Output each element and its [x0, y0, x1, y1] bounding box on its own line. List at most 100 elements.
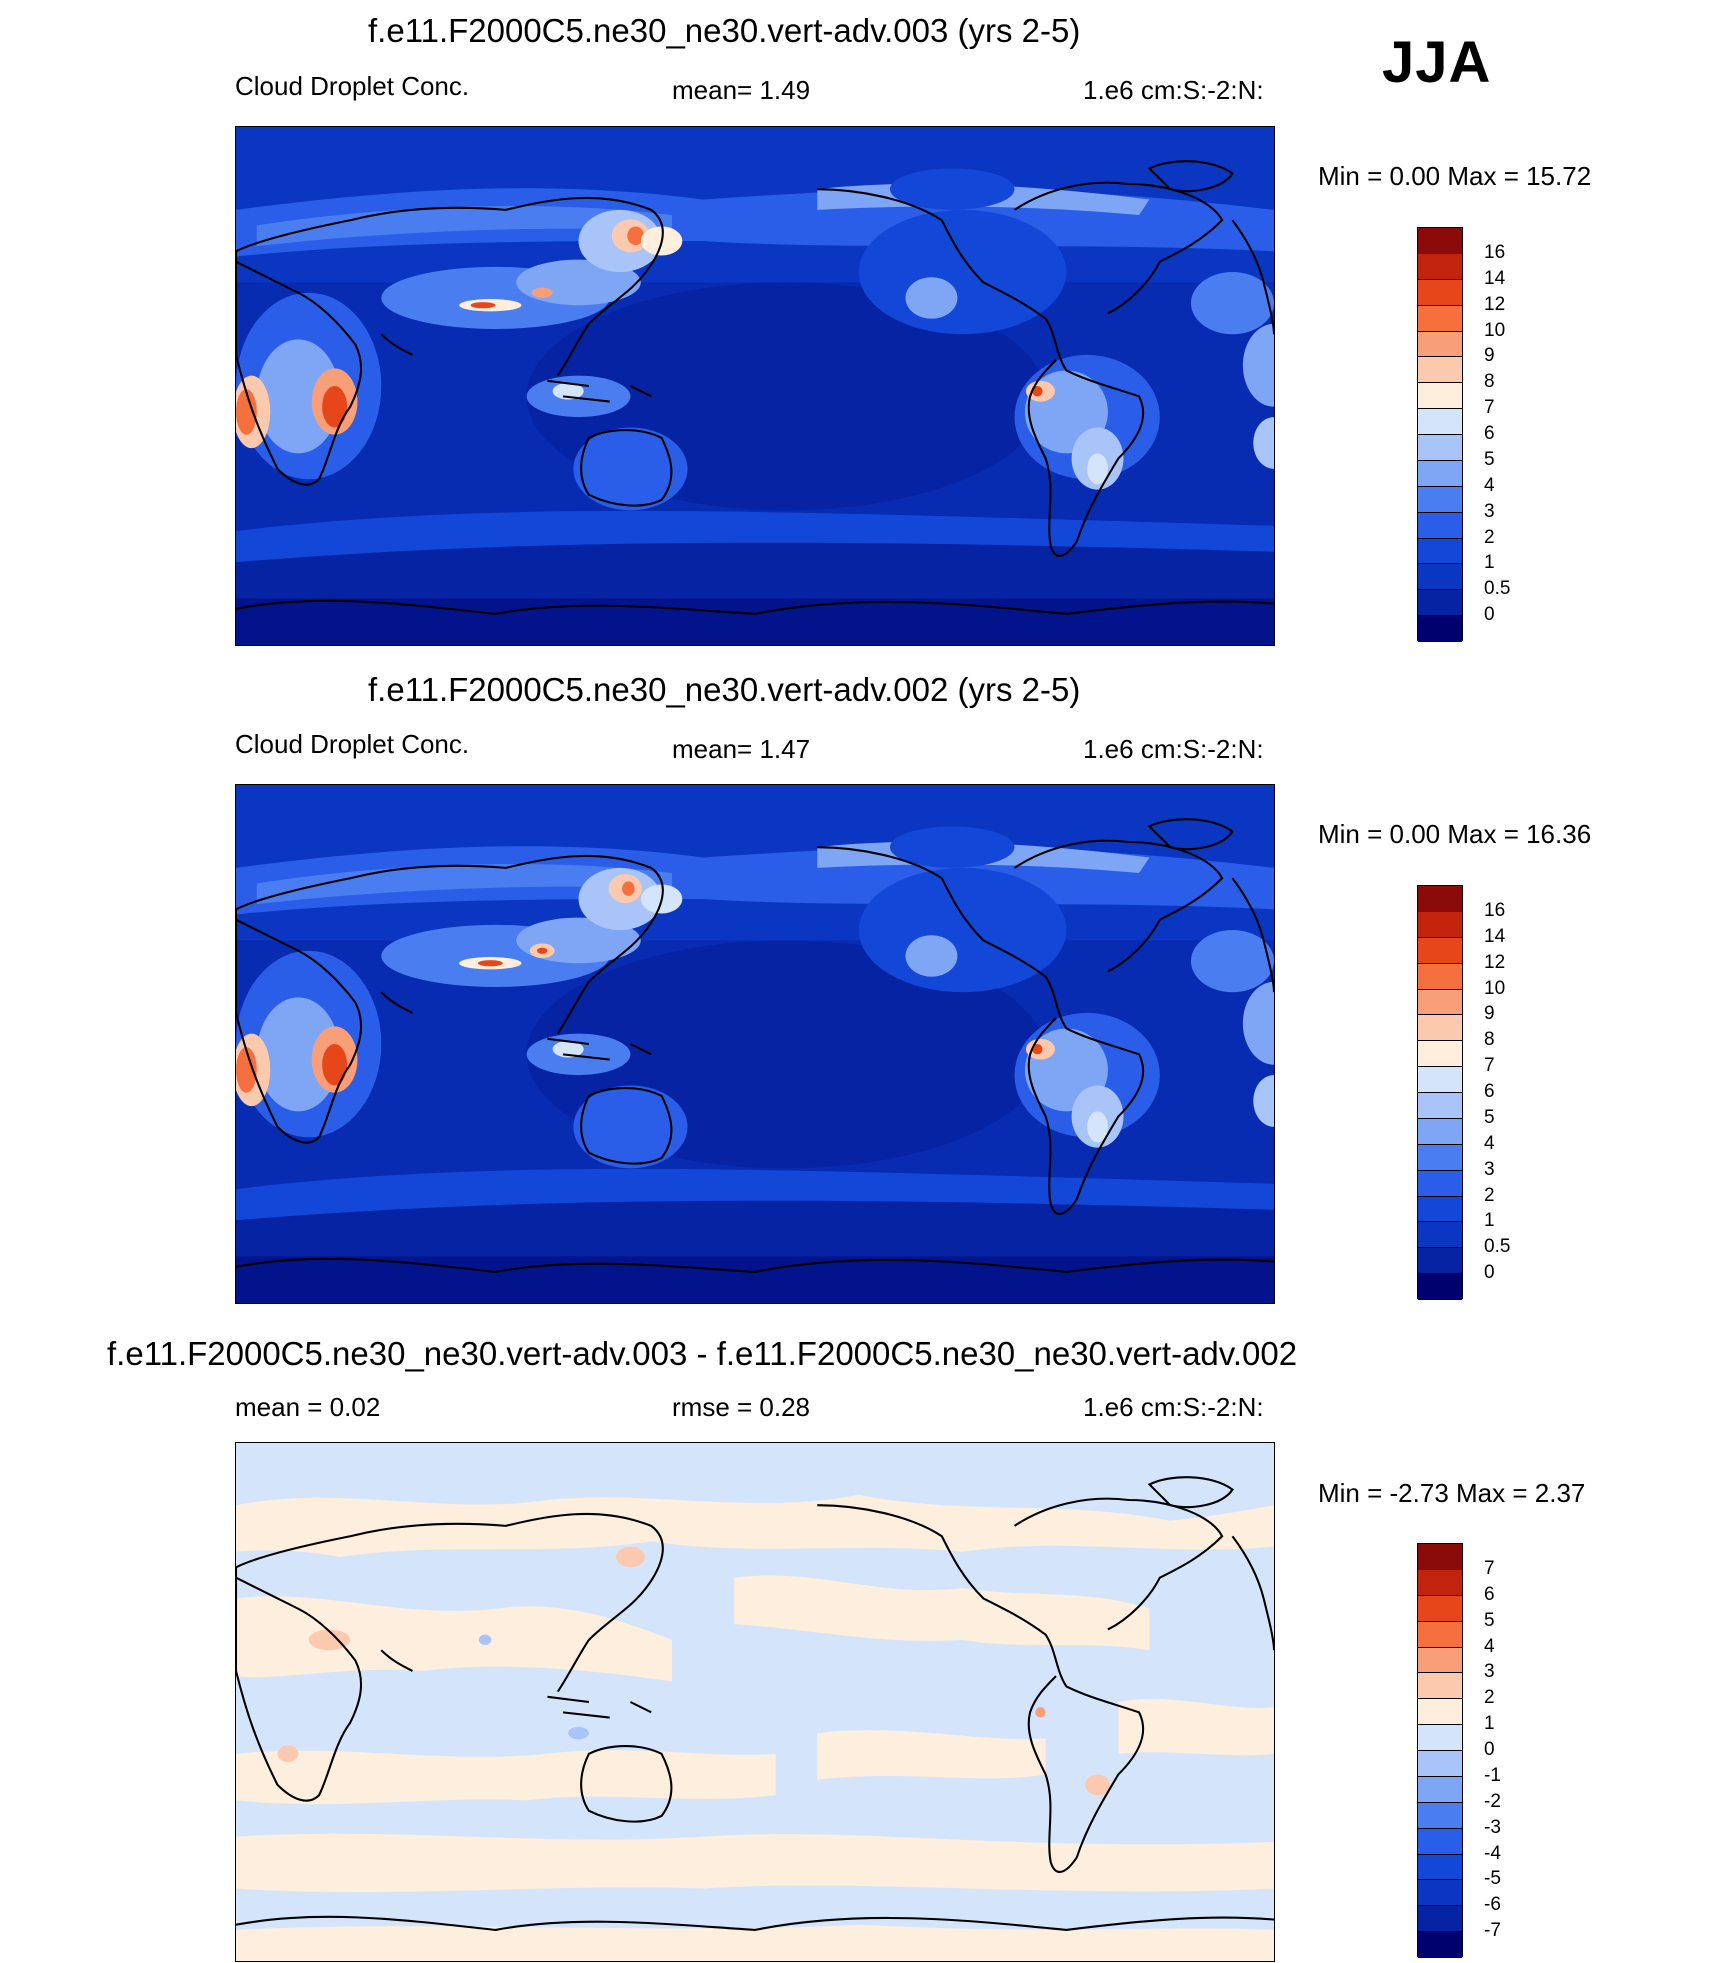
- colorbar-tick-label: 2: [1484, 526, 1495, 548]
- panel1-title: f.e11.F2000C5.ne30_ne30.vert-adv.003 (yr…: [368, 12, 1081, 49]
- colorbar-swatch: [1418, 279, 1462, 306]
- colorbar-swatch: [1418, 383, 1462, 410]
- colorbar-swatch: [1418, 1595, 1462, 1622]
- colorbar-tick-label: 1: [1484, 1713, 1495, 1735]
- colorbar-tick-label: -4: [1484, 1842, 1501, 1864]
- colorbar-tick-label: 16: [1484, 241, 1506, 263]
- colorbar-tick-label: 14: [1484, 267, 1506, 289]
- colorbar-tick-label: 9: [1484, 1003, 1495, 1025]
- colorbar-swatch: [1418, 590, 1462, 617]
- panel1-minmax-label: Min = 0.00 Max = 15.72: [1318, 161, 1592, 191]
- colorbar-tick-label: 5: [1484, 1609, 1495, 1631]
- colorbar-swatch: [1418, 1647, 1462, 1674]
- colorbar-tick-label: 4: [1484, 1635, 1495, 1657]
- colorbar-tick-label: 0: [1484, 604, 1495, 626]
- colorbar-tick-label: 5: [1484, 448, 1495, 470]
- colorbar-tick-label: 10: [1484, 319, 1506, 341]
- colorbar-tick-label: 0: [1484, 1739, 1495, 1760]
- panel2-mean-label: mean= 1.47: [672, 734, 811, 764]
- colorbar-swatch: [1418, 409, 1462, 435]
- colorbar-swatch: [1418, 460, 1462, 487]
- colorbar-tick-label: 6: [1484, 423, 1495, 444]
- colorbar-swatch: [1418, 1144, 1462, 1171]
- colorbar-tick-label: 8: [1484, 371, 1495, 393]
- colorbar-tick-label: 6: [1484, 1583, 1495, 1605]
- colorbar-tick-label: 3: [1484, 500, 1495, 522]
- colorbar-tick-label: -3: [1484, 1816, 1501, 1838]
- colorbar-swatch: [1418, 911, 1462, 938]
- colorbar-tick-label: 1: [1484, 1210, 1495, 1232]
- panel2-map: [235, 784, 1275, 1304]
- panel3-map: [235, 1442, 1275, 1962]
- colorbar-tick-label: 3: [1484, 1661, 1495, 1683]
- colorbar-swatch: [1418, 538, 1462, 565]
- panel1-variable-label: Cloud Droplet Conc.: [235, 71, 470, 101]
- colorbar-swatch: [1418, 564, 1462, 591]
- colorbar-swatch: [1418, 1067, 1462, 1093]
- panel1-mean-label: mean= 1.49: [672, 75, 811, 105]
- panel2-variable-label: Cloud Droplet Conc.: [235, 729, 470, 759]
- colorbar-swatch: [1418, 1932, 1462, 1958]
- colorbar-tick-label: 2: [1484, 1184, 1495, 1206]
- colorbar-swatch: [1418, 886, 1462, 912]
- colorbar-swatch: [1418, 1569, 1462, 1596]
- colorbar-swatch: [1418, 305, 1462, 332]
- colorbar-swatch: [1418, 253, 1462, 280]
- colorbar-tick-label: 12: [1484, 293, 1506, 315]
- colorbar-tick-label: 8: [1484, 1029, 1495, 1051]
- colorbar-swatch: [1418, 357, 1462, 384]
- colorbar-swatch: [1418, 1673, 1462, 1700]
- colorbar-tick-label: 7: [1484, 1557, 1495, 1579]
- colorbar-tick-label: 10: [1484, 977, 1506, 999]
- colorbar-swatch: [1418, 1015, 1462, 1042]
- colorbar-tick-label: -1: [1484, 1764, 1501, 1786]
- colorbar-tick-label: 4: [1484, 1132, 1495, 1154]
- colorbar-swatch: [1418, 1880, 1462, 1907]
- panel2-title: f.e11.F2000C5.ne30_ne30.vert-adv.002 (yr…: [368, 671, 1081, 708]
- panel2-colorbar: [1417, 885, 1463, 1300]
- colorbar-swatch: [1418, 1621, 1462, 1648]
- colorbar-swatch: [1418, 616, 1462, 642]
- colorbar-tick-label: 0.5: [1484, 1236, 1511, 1258]
- colorbar-swatch: [1418, 512, 1462, 539]
- colorbar-tick-label: -2: [1484, 1790, 1501, 1812]
- colorbar-tick-label: 6: [1484, 1081, 1495, 1102]
- colorbar-tick-label: 0.5: [1484, 578, 1511, 600]
- panel3-mean-label: mean = 0.02: [235, 1392, 381, 1422]
- colorbar-swatch: [1418, 1544, 1462, 1570]
- colorbar-swatch: [1418, 989, 1462, 1016]
- colorbar-tick-label: 3: [1484, 1158, 1495, 1180]
- colorbar-tick-label: 1: [1484, 552, 1495, 574]
- panel1-colorbar: [1417, 227, 1463, 642]
- colorbar-swatch: [1418, 486, 1462, 513]
- panel2-units-label: 1.e6 cm:S:-2:N:: [1083, 734, 1264, 764]
- colorbar-swatch: [1418, 1776, 1462, 1803]
- panel2-minmax-label: Min = 0.00 Max = 16.36: [1318, 819, 1592, 849]
- colorbar-tick-label: -6: [1484, 1894, 1501, 1916]
- colorbar-tick-label: 9: [1484, 345, 1495, 367]
- colorbar-swatch: [1418, 1170, 1462, 1197]
- colorbar-swatch: [1418, 1802, 1462, 1829]
- colorbar-tick-label: 12: [1484, 951, 1506, 973]
- colorbar-tick-label: -5: [1484, 1868, 1501, 1890]
- colorbar-swatch: [1418, 331, 1462, 358]
- colorbar-tick-label: 7: [1484, 1055, 1495, 1077]
- colorbar-swatch: [1418, 1274, 1462, 1300]
- colorbar-swatch: [1418, 228, 1462, 254]
- colorbar-tick-label: 4: [1484, 474, 1495, 496]
- colorbar-tick-label: 14: [1484, 925, 1506, 947]
- panel3-colorbar: [1417, 1543, 1463, 1958]
- colorbar-tick-label: 2: [1484, 1687, 1495, 1709]
- colorbar-swatch: [1418, 1222, 1462, 1249]
- panel1-units-label: 1.e6 cm:S:-2:N:: [1083, 75, 1264, 105]
- colorbar-swatch: [1418, 1751, 1462, 1777]
- colorbar-tick-label: 7: [1484, 397, 1495, 419]
- colorbar-swatch: [1418, 1093, 1462, 1119]
- colorbar-swatch: [1418, 1248, 1462, 1275]
- colorbar-swatch: [1418, 1854, 1462, 1881]
- panel3-rmse-label: rmse = 0.28: [672, 1392, 811, 1422]
- season-label: JJA: [1382, 30, 1492, 95]
- colorbar-swatch: [1418, 1041, 1462, 1068]
- colorbar-swatch: [1418, 1828, 1462, 1855]
- colorbar-swatch: [1418, 1725, 1462, 1751]
